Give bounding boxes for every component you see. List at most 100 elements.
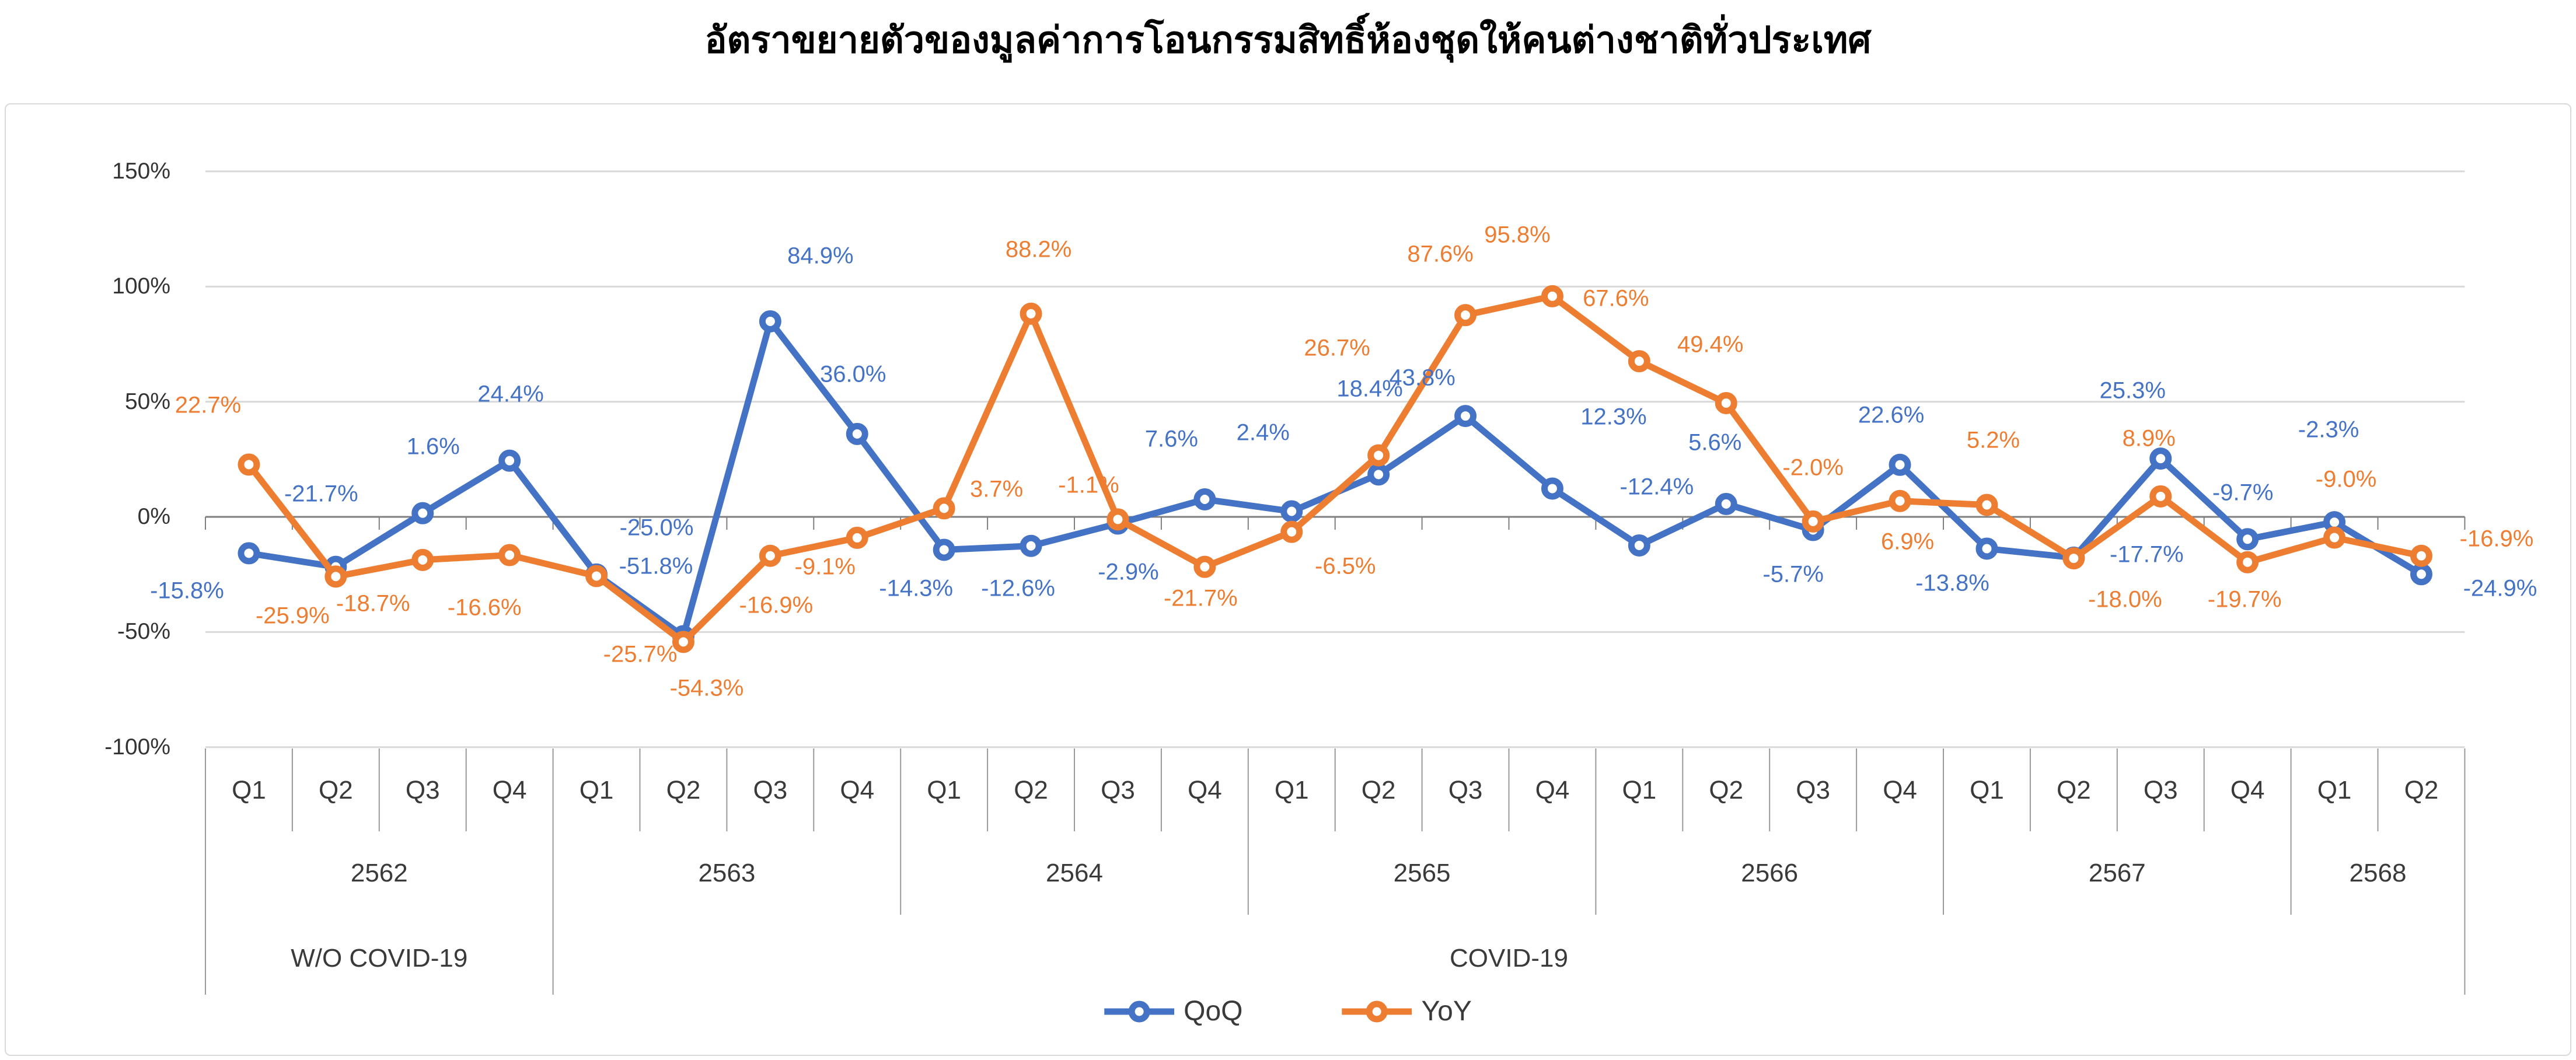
data-label-qoq-20: -13.8% [1915,570,1989,596]
data-label-qoq-7: 36.0% [820,361,886,387]
quarter-label: Q2 [2056,776,2091,804]
data-label-qoq-12: 2.4% [1236,419,1290,446]
data-label-yoy-7: -9.1% [794,554,856,580]
data-label-qoq-3: 24.4% [477,381,544,407]
data-label-yoy-18: -2.0% [1782,454,1844,481]
data-label-yoy-21: -18.0% [2088,586,2162,613]
era-label-wo-covid: W/O COVID-19 [291,944,468,972]
quarter-label: Q1 [1274,776,1309,804]
year-label-2565: 2565 [1393,859,1451,887]
data-label-yoy-0: 22.7% [174,392,242,418]
data-label-qoq-25: -24.9% [2463,575,2537,601]
data-label-qoq-0: -15.8% [150,578,224,604]
data-label-yoy-5: -54.3% [669,675,744,701]
data-label-qoq-1: -21.7% [284,481,358,507]
y-axis-label--50: -50% [117,619,170,645]
quarter-label: Q4 [492,776,527,804]
data-label-yoy-9: 88.2% [1005,236,1072,263]
data-label-yoy-8: 3.7% [970,476,1024,502]
quarter-label: Q4 [2230,776,2265,804]
quarter-label: Q3 [405,776,440,804]
data-label-yoy-14: 87.6% [1407,241,1474,267]
data-label-qoq-4: -25.0% [619,515,694,541]
quarter-label: Q2 [2404,776,2439,804]
year-label-2567: 2567 [2088,859,2146,887]
data-label-qoq-10: -2.9% [1098,559,1159,585]
legend-item-qoq: QoQ [1104,995,1243,1027]
data-label-qoq-19: 22.6% [1858,402,1925,428]
data-label-qoq-8: -14.3% [879,575,954,601]
legend: QoQ YoY [1104,995,1472,1027]
data-label-yoy-2: -18.7% [336,590,410,617]
data-label-yoy-4: -25.7% [603,641,678,667]
quarter-label: Q1 [579,776,614,804]
data-label-yoy-11: -21.7% [1163,585,1238,611]
data-label-yoy-15: 95.8% [1484,222,1551,248]
data-label-qoq-11: 7.6% [1144,426,1198,452]
data-label-yoy-19: 6.9% [1880,529,1935,555]
data-label-qoq-2: 1.6% [406,433,460,460]
quarter-label: Q3 [1796,776,1830,804]
year-label-2563: 2563 [698,859,756,887]
data-label-qoq-22: 25.3% [2099,377,2166,404]
data-label-qoq-18: -5.7% [1762,561,1824,587]
data-label-qoq-15: 12.3% [1580,404,1647,430]
quarter-label: Q1 [2317,776,2352,804]
legend-item-yoy: YoY [1342,995,1472,1027]
data-label-qoq-23: -9.7% [2212,480,2274,506]
data-label-yoy-12: -6.5% [1315,553,1376,579]
quarter-label: Q1 [927,776,961,804]
y-axis-label--100: -100% [104,734,170,760]
quarter-label: Q3 [1101,776,1135,804]
quarter-label: Q1 [232,776,266,804]
quarter-label: Q3 [2143,776,2178,804]
data-label-qoq-5: -51.8% [619,553,693,579]
data-label-yoy-1: -25.9% [255,603,330,629]
data-label-qoq-13: 18.4% [1336,376,1403,402]
data-label-yoy-24: -9.0% [2315,466,2377,492]
quarter-label: Q2 [1709,776,1744,804]
legend-marker-yoy-icon [1342,1000,1412,1022]
data-label-yoy-3: -16.6% [447,594,522,621]
quarter-label: Q3 [1448,776,1483,804]
y-axis-label-50: 50% [124,389,170,414]
quarter-label: Q2 [1361,776,1396,804]
data-label-qoq-16: -12.4% [1619,474,1694,500]
y-axis-label-150: 150% [112,158,170,184]
chart-title: อัตราขยายตัวของมูลค่าการโอนกรรมสิทธิ์ห้อ… [704,20,1872,61]
quarter-label: Q4 [1535,776,1570,804]
quarter-label: Q2 [318,776,353,804]
data-label-qoq-9: -12.6% [981,575,1055,601]
y-axis-label-0: 0% [137,504,170,529]
quarter-label: Q4 [1187,776,1222,804]
data-label-yoy-17: 49.4% [1677,331,1744,358]
y-axis-label-100: 100% [112,274,170,299]
data-label-qoq-17: 5.6% [1688,429,1742,456]
data-label-yoy-6: -16.9% [739,592,814,618]
year-label-2564: 2564 [1046,859,1103,887]
quarter-label: Q1 [1970,776,2004,804]
quarter-label: Q2 [666,776,701,804]
data-label-yoy-16: 67.6% [1583,285,1649,312]
data-label-yoy-22: 8.9% [2122,425,2176,452]
era-label-covid: COVID-19 [1450,944,1568,972]
chart-area-border [5,103,2571,1056]
quarter-label: Q4 [840,776,875,804]
year-label-2566: 2566 [1741,859,1799,887]
data-label-yoy-25: -16.9% [2459,526,2534,552]
data-label-qoq-14: 43.8% [1389,365,1455,391]
data-label-qoq-24: -2.3% [2298,417,2359,443]
data-label-yoy-20: 5.2% [1966,427,2020,453]
data-label-qoq-6: 84.9% [787,243,854,269]
data-label-yoy-13: 26.7% [1304,335,1370,361]
legend-label-yoy: YoY [1421,996,1472,1027]
quarter-label: Q3 [753,776,788,804]
data-label-yoy-10: -1.1% [1058,472,1119,498]
quarter-label: Q4 [1883,776,1917,804]
quarter-label: Q1 [1622,776,1657,804]
data-label-yoy-23: -19.7% [2207,586,2282,613]
data-label-qoq-21: -17.7% [2109,541,2184,568]
year-label-2562: 2562 [350,859,408,887]
legend-marker-qoq-icon [1104,1000,1175,1022]
